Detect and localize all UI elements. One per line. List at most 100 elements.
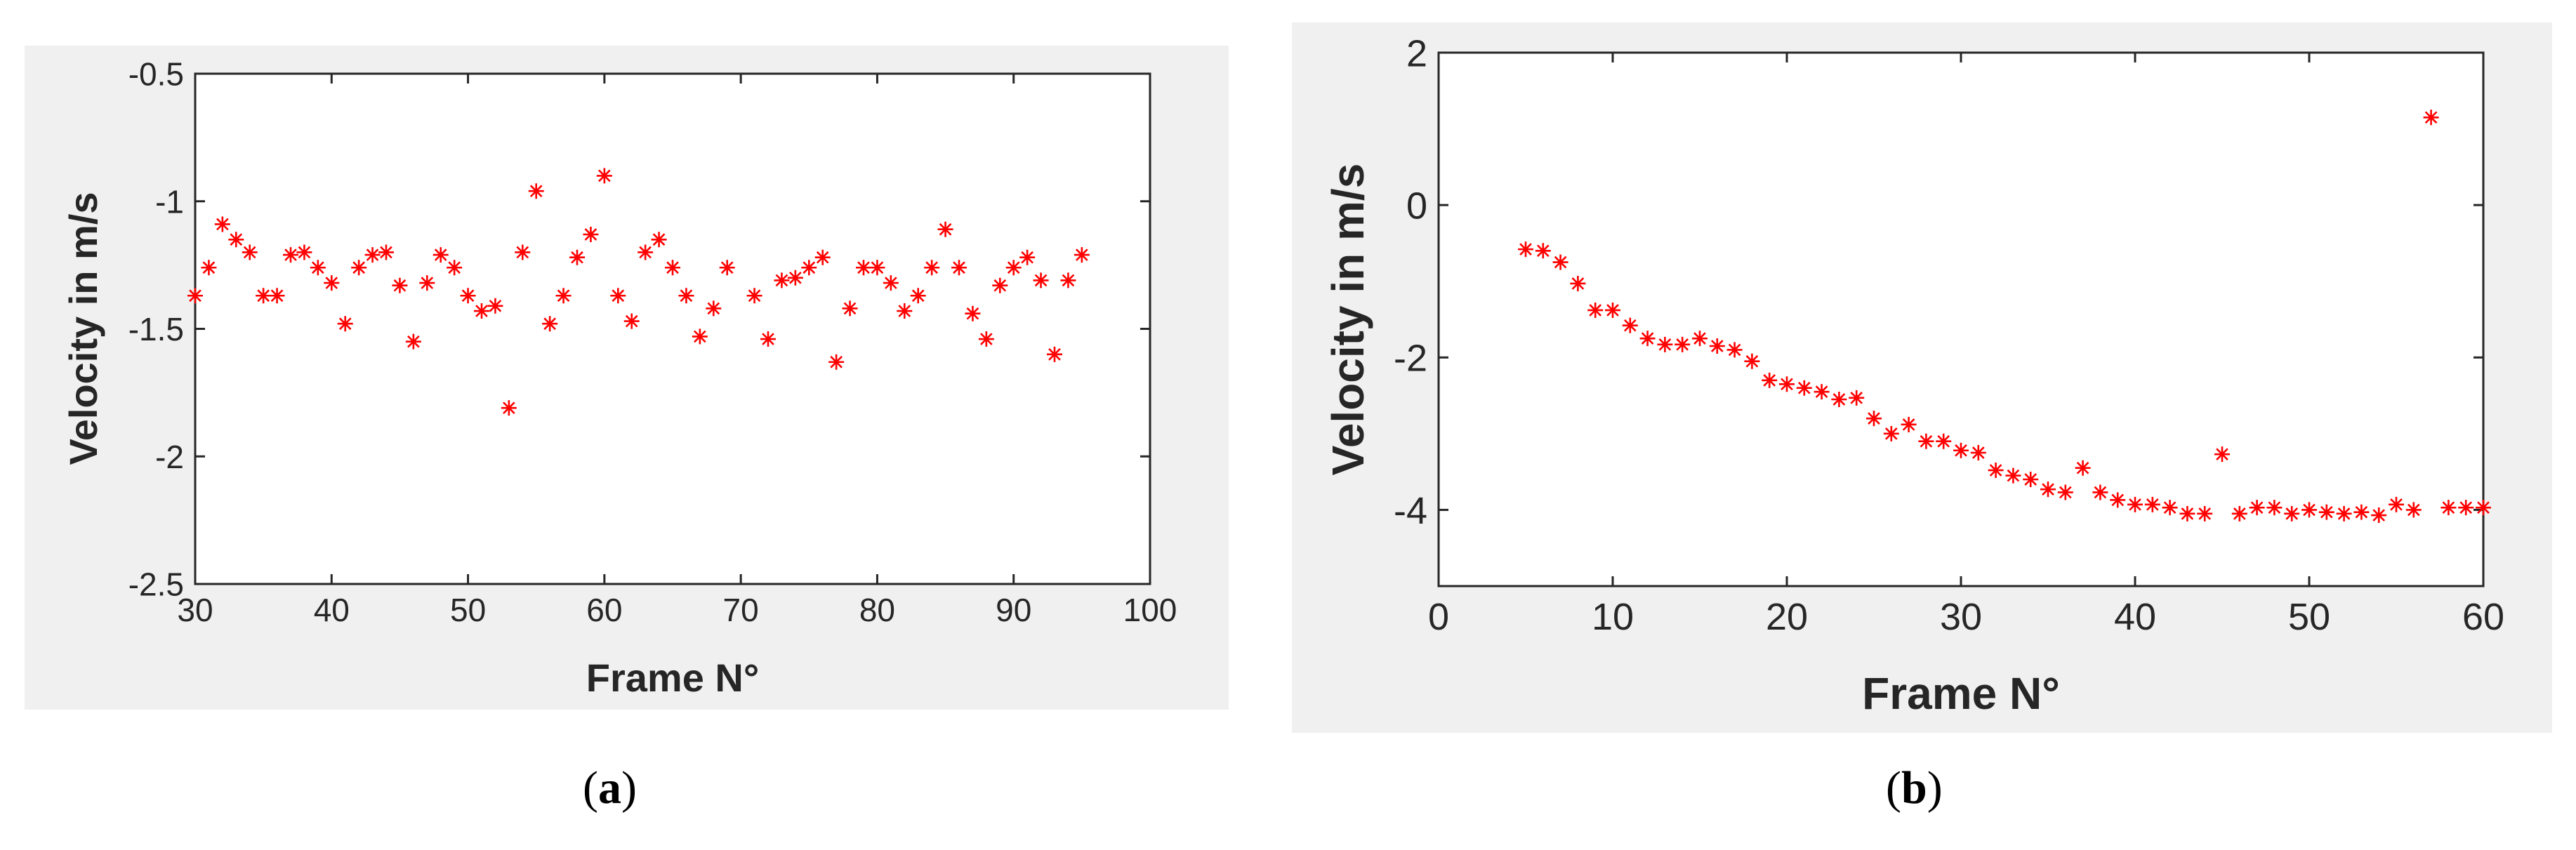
data-point [1814, 384, 1830, 400]
data-point [1005, 260, 1022, 276]
data-point [760, 331, 776, 347]
data-point [187, 288, 203, 304]
data-point [1988, 462, 2004, 478]
data-point [2249, 500, 2265, 516]
data-point [405, 333, 421, 350]
data-point [2231, 505, 2247, 522]
data-point [324, 275, 340, 291]
x-tick-label: 10 [1592, 596, 1634, 638]
data-point [474, 303, 489, 319]
data-point [515, 244, 531, 260]
data-point [1622, 317, 1638, 333]
data-point [1060, 272, 1076, 288]
data-point [1074, 247, 1090, 263]
data-point [2423, 109, 2439, 126]
data-point [242, 244, 258, 260]
x-tick-label: 100 [1123, 592, 1177, 628]
data-point [364, 247, 381, 263]
data-point [2318, 504, 2334, 520]
data-point [706, 300, 722, 317]
data-point [1587, 302, 1604, 318]
data-point [746, 288, 762, 304]
data-point [2458, 500, 2474, 516]
data-point [869, 260, 885, 276]
data-point [883, 275, 899, 291]
chart-a-x-axis-label: Frame N° [586, 656, 759, 700]
data-point [1970, 445, 1986, 460]
data-point [501, 400, 517, 416]
data-point [1605, 302, 1620, 318]
chart-a-y-tick-labels: -0.5 -1 -1.5 -2 -2.5 [128, 56, 184, 603]
data-point [1726, 342, 1743, 358]
y-tick-label: -4 [1394, 490, 1427, 532]
data-point [2144, 496, 2160, 512]
data-point [692, 328, 708, 345]
data-point [897, 303, 913, 319]
data-point [1762, 372, 1778, 388]
data-point [392, 277, 408, 293]
data-point [201, 260, 217, 276]
y-tick-label: -1.5 [128, 311, 184, 347]
data-point [1019, 249, 1036, 265]
data-point [214, 216, 230, 232]
chart-b-ticks [1437, 51, 2485, 586]
data-point [1901, 416, 1917, 432]
data-point [310, 260, 326, 276]
data-point [2110, 492, 2126, 508]
data-point [460, 288, 476, 304]
data-point [951, 260, 967, 276]
chart-a-y-axis-label: Velocity in m/s [61, 192, 105, 465]
data-point [787, 270, 803, 286]
data-point [2301, 502, 2317, 518]
data-point [555, 288, 572, 304]
data-point [828, 354, 845, 370]
data-point [351, 260, 367, 276]
data-point [528, 183, 544, 199]
caption-b: (b) [1886, 762, 1943, 814]
data-point [228, 232, 244, 248]
data-point [814, 249, 831, 265]
data-point [1936, 433, 1952, 449]
data-point [1779, 376, 1795, 392]
x-tick-label: 40 [314, 592, 350, 628]
data-point [337, 316, 353, 332]
data-point [583, 227, 599, 243]
data-point [1866, 411, 1882, 427]
data-point [719, 260, 735, 276]
x-tick-label: 60 [586, 592, 622, 628]
data-point [638, 244, 654, 260]
data-point [1796, 380, 1812, 396]
y-tick-label: 0 [1406, 185, 1427, 227]
caption-a-letter: a [597, 762, 621, 814]
data-point [296, 244, 312, 260]
data-point [378, 244, 394, 260]
data-point [283, 247, 298, 263]
data-point [1849, 390, 1865, 406]
data-point [487, 298, 503, 314]
data-point [651, 232, 667, 248]
data-point [924, 260, 940, 276]
x-tick-label: 70 [723, 592, 759, 628]
chart-a-points [187, 168, 1090, 416]
data-point [2075, 460, 2091, 476]
chart-b-x-tick-labels: 0 10 20 30 40 50 60 [1428, 596, 2504, 638]
data-point [2127, 496, 2143, 512]
data-point [419, 275, 435, 291]
data-point [842, 300, 858, 317]
data-point [2353, 504, 2370, 520]
data-point [2371, 507, 2387, 524]
data-point [2266, 500, 2283, 516]
data-point [1831, 392, 1847, 407]
data-point [2405, 502, 2422, 518]
data-point [623, 313, 640, 329]
data-point [1953, 442, 1969, 458]
data-point [1518, 241, 1533, 258]
y-tick-label: -2.5 [128, 566, 184, 603]
data-point [1570, 275, 1586, 291]
data-point [678, 288, 694, 304]
data-point [2336, 505, 2352, 522]
y-tick-label: -2 [155, 439, 184, 475]
data-point [610, 288, 626, 304]
data-point [2092, 484, 2108, 500]
data-point [910, 288, 926, 304]
